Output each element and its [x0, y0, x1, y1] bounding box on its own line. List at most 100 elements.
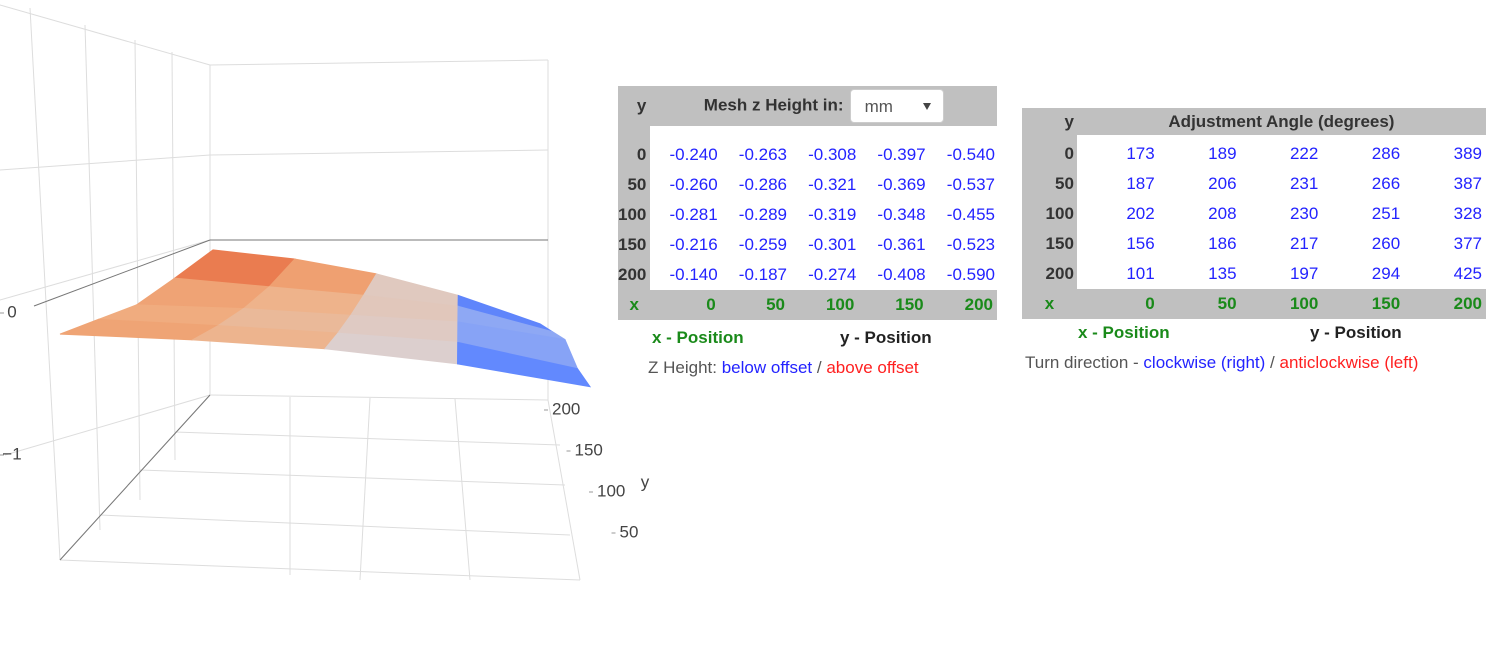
- row-label: 0: [1022, 135, 1077, 169]
- cell: 156: [1126, 234, 1155, 253]
- x-value: 150: [1322, 289, 1405, 319]
- cell: 266: [1371, 174, 1401, 193]
- cell: 208: [1208, 204, 1237, 223]
- row-label: 100: [618, 200, 651, 230]
- surface-patch: [456, 341, 592, 388]
- cell: 101: [1126, 264, 1155, 283]
- legend: Turn direction - clockwise (right) / ant…: [1025, 353, 1418, 373]
- legend: Z Height: below offset / above offset: [648, 358, 919, 378]
- x-value: 200: [1404, 289, 1486, 319]
- legend-above: anticlockwise (left): [1279, 353, 1419, 372]
- y-caption: y - Position: [1310, 323, 1402, 342]
- cell: -0.187: [738, 265, 787, 284]
- x-label: x: [1022, 289, 1077, 319]
- cell: -0.523: [946, 235, 995, 254]
- table-title: Adjustment Angle (degrees): [1076, 108, 1486, 135]
- cell: 189: [1208, 144, 1237, 163]
- cell: -0.259: [738, 235, 787, 254]
- cell: -0.397: [877, 145, 926, 164]
- cell: -0.455: [946, 205, 995, 224]
- cell: -0.281: [669, 205, 718, 224]
- data-row: 50 187 206 231 266 387: [1022, 169, 1486, 199]
- cell: 173: [1126, 144, 1155, 163]
- data-row: 150 -0.216 -0.259 -0.301 -0.361 -0.523: [618, 230, 997, 260]
- surface: [59, 249, 592, 388]
- legend-below: clockwise (right): [1143, 353, 1266, 372]
- cell: -0.348: [877, 205, 926, 224]
- data-row: 100 -0.281 -0.289 -0.319 -0.348 -0.455: [618, 200, 997, 230]
- cell: -0.289: [738, 205, 787, 224]
- legend-below: below offset: [721, 358, 813, 377]
- cell: -0.260: [669, 175, 718, 194]
- cell: 206: [1208, 174, 1237, 193]
- legend-sep: /: [1270, 353, 1275, 372]
- cell: -0.408: [877, 265, 926, 284]
- cell: 135: [1208, 264, 1237, 283]
- row-label: 200: [618, 260, 651, 290]
- cell: 294: [1371, 264, 1401, 283]
- row-label: 150: [1022, 229, 1077, 259]
- cell: -0.321: [808, 175, 857, 194]
- cell: 230: [1289, 204, 1319, 223]
- unit-select[interactable]: mm: [849, 89, 944, 123]
- cell: -0.263: [738, 145, 787, 164]
- cell: 328: [1453, 204, 1482, 223]
- cell: 377: [1453, 234, 1482, 253]
- y-tick-label: 100: [597, 481, 625, 500]
- cell: 186: [1208, 234, 1237, 253]
- legend-prefix: Z Height:: [648, 358, 717, 377]
- z-tick-label: −1: [2, 444, 21, 463]
- cell: 222: [1289, 144, 1319, 163]
- x-caption: x - Position: [1078, 323, 1170, 342]
- cell: 197: [1289, 264, 1319, 283]
- cell: 389: [1453, 144, 1482, 163]
- cell: 387: [1453, 174, 1482, 193]
- x-value: 150: [858, 290, 928, 320]
- header-row: y Mesh z Height in: mm: [618, 86, 997, 126]
- row-label: 200: [1022, 259, 1077, 289]
- cell: 231: [1289, 174, 1319, 193]
- cell: -0.274: [808, 265, 857, 284]
- row-label: 150: [618, 230, 651, 260]
- data-row: 50 -0.260 -0.286 -0.321 -0.369 -0.537: [618, 170, 997, 200]
- cell: -0.140: [669, 265, 718, 284]
- x-value: 100: [789, 290, 859, 320]
- data-row: 100 202 208 230 251 328: [1022, 199, 1486, 229]
- row-label: 50: [1022, 169, 1077, 199]
- axis-line: [59, 394, 211, 561]
- mesh-table: y Mesh z Height in: mm 0 -0.240 -0.263 -0.308-…: [618, 86, 997, 320]
- axis-line: [33, 239, 211, 307]
- corner-label: y: [1022, 108, 1077, 135]
- corner-label: y: [618, 86, 651, 126]
- footer-row: x 0 50 100 150 200: [618, 290, 997, 320]
- footer-row: x 0 50 100 150 200: [1022, 289, 1486, 319]
- row-label: 100: [1022, 199, 1077, 229]
- x-value: 50: [1158, 289, 1241, 319]
- x-value: 0: [650, 290, 720, 320]
- row-label: 50: [618, 170, 651, 200]
- cell: 187: [1126, 174, 1155, 193]
- cell: -0.361: [877, 235, 926, 254]
- cell: -0.301: [808, 235, 857, 254]
- x-caption: x - Position: [652, 328, 744, 347]
- x-value: 0: [1076, 289, 1159, 319]
- cell: -0.308: [808, 145, 857, 164]
- angle-table: y Adjustment Angle (degrees) 0 173 189 222 286…: [1022, 108, 1486, 319]
- data-row: 200 101 135 197 294 425: [1022, 259, 1486, 289]
- cell: -0.369: [877, 175, 926, 194]
- title-text: Adjustment Angle (degrees): [1168, 111, 1395, 131]
- y-axis-label: y: [641, 472, 650, 491]
- cell: -0.319: [808, 205, 857, 224]
- x-value: 200: [927, 290, 997, 320]
- data-row: 150 156 186 217 260 377: [1022, 229, 1486, 259]
- data-row: 0 -0.240 -0.263 -0.308 -0.397 -0.540: [618, 126, 997, 170]
- y-tick-label: 200: [552, 399, 580, 418]
- cell: -0.240: [669, 145, 718, 164]
- cell: 425: [1453, 264, 1482, 283]
- legend-above: above offset: [826, 358, 919, 377]
- x-label: x: [618, 290, 651, 320]
- row-label: 0: [618, 126, 651, 170]
- x-value: 100: [1240, 289, 1323, 319]
- table-title: Mesh z Height in: mm: [650, 86, 997, 126]
